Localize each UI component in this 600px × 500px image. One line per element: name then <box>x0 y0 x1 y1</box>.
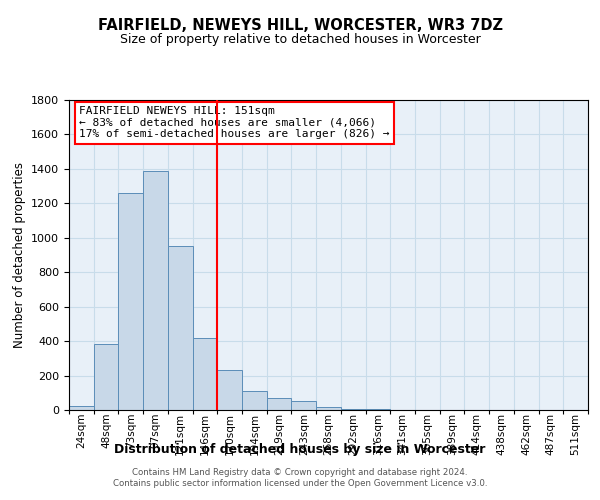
Text: Contains HM Land Registry data © Crown copyright and database right 2024.
Contai: Contains HM Land Registry data © Crown c… <box>113 468 487 487</box>
Bar <box>292 402 316 410</box>
Bar <box>316 408 341 410</box>
Bar <box>242 391 267 410</box>
Text: FAIRFIELD NEWEYS HILL: 151sqm
← 83% of detached houses are smaller (4,066)
17% o: FAIRFIELD NEWEYS HILL: 151sqm ← 83% of d… <box>79 106 390 140</box>
Bar <box>69 406 94 410</box>
Y-axis label: Number of detached properties: Number of detached properties <box>13 162 26 348</box>
Bar <box>168 246 193 410</box>
Bar <box>143 170 168 410</box>
Bar <box>118 193 143 410</box>
Bar <box>341 409 365 410</box>
Bar <box>267 398 292 410</box>
Text: Distribution of detached houses by size in Worcester: Distribution of detached houses by size … <box>115 442 485 456</box>
Bar <box>94 344 118 410</box>
Text: FAIRFIELD, NEWEYS HILL, WORCESTER, WR3 7DZ: FAIRFIELD, NEWEYS HILL, WORCESTER, WR3 7… <box>97 18 503 32</box>
Bar <box>217 370 242 410</box>
Bar <box>193 338 217 410</box>
Text: Size of property relative to detached houses in Worcester: Size of property relative to detached ho… <box>119 32 481 46</box>
